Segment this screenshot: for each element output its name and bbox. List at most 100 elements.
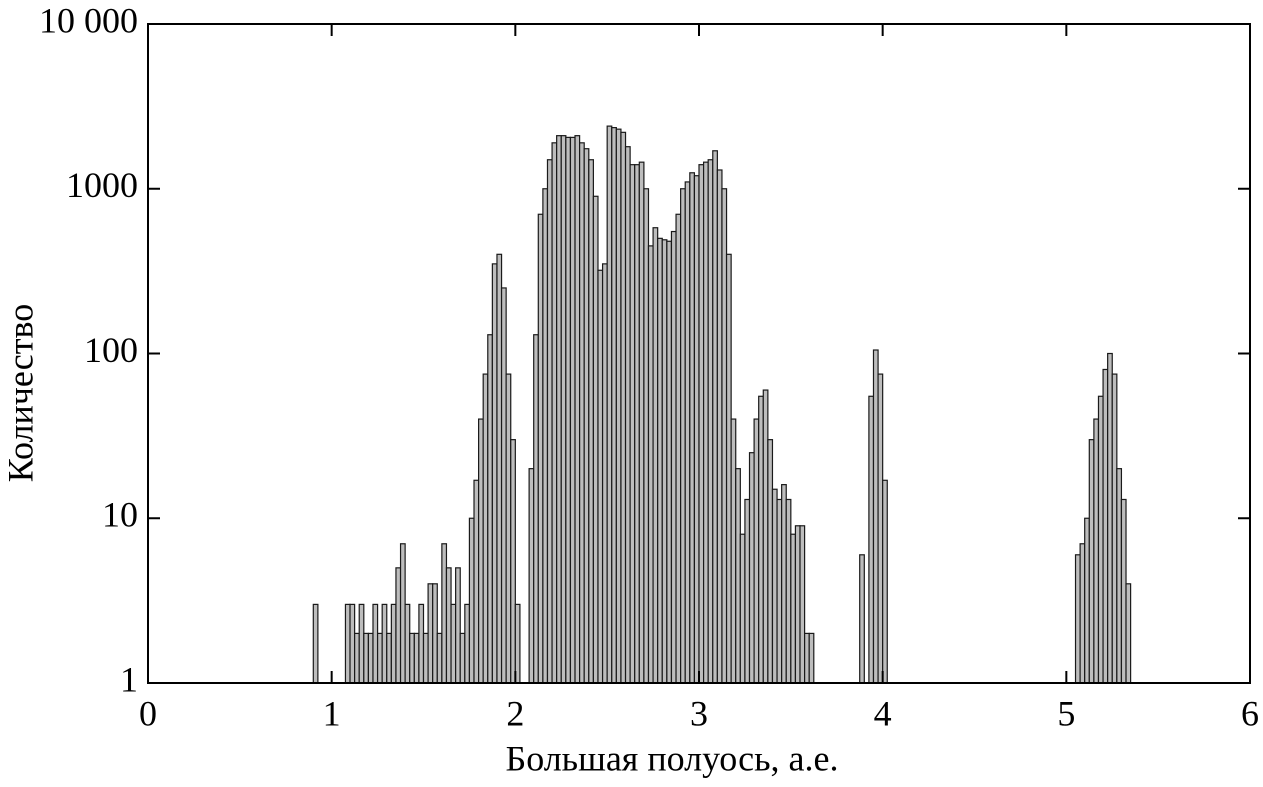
bar bbox=[533, 334, 539, 684]
bar bbox=[500, 287, 507, 684]
bar bbox=[588, 159, 594, 684]
x-tick-label: 2 bbox=[506, 693, 524, 733]
bar bbox=[601, 263, 608, 684]
bar bbox=[455, 567, 461, 684]
bar bbox=[882, 479, 888, 684]
bar bbox=[675, 213, 682, 684]
bar bbox=[620, 131, 627, 684]
bar bbox=[464, 603, 471, 684]
bar bbox=[611, 127, 617, 684]
bar bbox=[372, 603, 379, 684]
bar bbox=[404, 603, 411, 684]
bar bbox=[482, 373, 489, 684]
bar bbox=[390, 603, 397, 684]
bar bbox=[781, 484, 787, 684]
bar bbox=[680, 188, 686, 684]
x-tick-label: 4 bbox=[874, 693, 892, 733]
bar bbox=[808, 632, 815, 684]
bar bbox=[546, 159, 553, 684]
bar bbox=[574, 135, 581, 684]
bar bbox=[436, 632, 443, 684]
bar bbox=[510, 439, 516, 684]
bar bbox=[312, 603, 319, 684]
bar bbox=[537, 213, 544, 684]
bar bbox=[1116, 468, 1123, 684]
bar bbox=[386, 632, 392, 684]
y-tick-label: 10 000 bbox=[39, 0, 138, 40]
bar bbox=[716, 169, 723, 684]
bar bbox=[468, 517, 475, 684]
bar bbox=[730, 418, 737, 684]
bar bbox=[643, 188, 650, 684]
bar bbox=[721, 188, 728, 684]
bar bbox=[606, 125, 613, 684]
bar bbox=[565, 136, 572, 684]
bar bbox=[872, 349, 879, 684]
bar bbox=[551, 142, 558, 684]
bar bbox=[707, 159, 714, 684]
bar bbox=[395, 567, 402, 684]
bar bbox=[804, 632, 810, 684]
bar bbox=[459, 632, 466, 684]
bar bbox=[1125, 583, 1132, 684]
bar bbox=[868, 395, 875, 684]
bar bbox=[684, 181, 691, 684]
bar bbox=[666, 240, 673, 684]
bar bbox=[1111, 373, 1118, 684]
bar bbox=[363, 632, 369, 684]
bar bbox=[698, 164, 705, 684]
bar bbox=[712, 150, 718, 684]
bar bbox=[409, 632, 415, 684]
bar bbox=[725, 253, 732, 684]
x-tick-label: 6 bbox=[1241, 693, 1259, 733]
y-axis-label: Количество bbox=[0, 304, 40, 482]
bar bbox=[702, 161, 709, 684]
bar bbox=[877, 373, 884, 684]
bar bbox=[542, 188, 549, 684]
x-tick-label: 3 bbox=[690, 693, 708, 733]
x-tick-label: 5 bbox=[1057, 693, 1075, 733]
bar bbox=[794, 525, 801, 684]
bar bbox=[367, 632, 374, 684]
bar bbox=[1074, 554, 1081, 684]
bar bbox=[344, 603, 351, 684]
bar bbox=[569, 136, 576, 684]
bar bbox=[579, 142, 585, 684]
bar bbox=[413, 632, 420, 684]
bar bbox=[418, 603, 425, 684]
bar bbox=[358, 603, 365, 684]
bar bbox=[634, 164, 640, 684]
bar bbox=[399, 543, 406, 684]
bar bbox=[505, 373, 512, 684]
bar bbox=[528, 468, 535, 684]
bar bbox=[638, 161, 645, 684]
bar bbox=[450, 603, 457, 684]
bar bbox=[689, 172, 696, 684]
bar bbox=[445, 567, 452, 684]
bar bbox=[762, 389, 769, 684]
x-tick-label: 1 bbox=[323, 693, 341, 733]
bar bbox=[592, 195, 599, 684]
bar bbox=[790, 533, 797, 684]
bar bbox=[652, 227, 659, 684]
bar bbox=[441, 543, 448, 684]
y-tick-label: 1 bbox=[120, 659, 138, 699]
bar bbox=[657, 237, 663, 684]
bar bbox=[556, 135, 562, 684]
bar bbox=[478, 418, 484, 684]
bar bbox=[473, 479, 480, 684]
bar bbox=[1088, 439, 1095, 684]
bar bbox=[661, 239, 668, 684]
bar bbox=[799, 525, 806, 684]
bar bbox=[427, 583, 434, 684]
bar bbox=[693, 175, 700, 684]
y-tick-label: 100 bbox=[84, 330, 138, 370]
bar bbox=[771, 488, 778, 684]
bar bbox=[496, 253, 503, 684]
bar bbox=[670, 230, 677, 684]
bar bbox=[1097, 395, 1104, 684]
y-tick-label: 1000 bbox=[66, 165, 138, 205]
bar bbox=[1079, 543, 1086, 684]
bar bbox=[1093, 418, 1100, 684]
